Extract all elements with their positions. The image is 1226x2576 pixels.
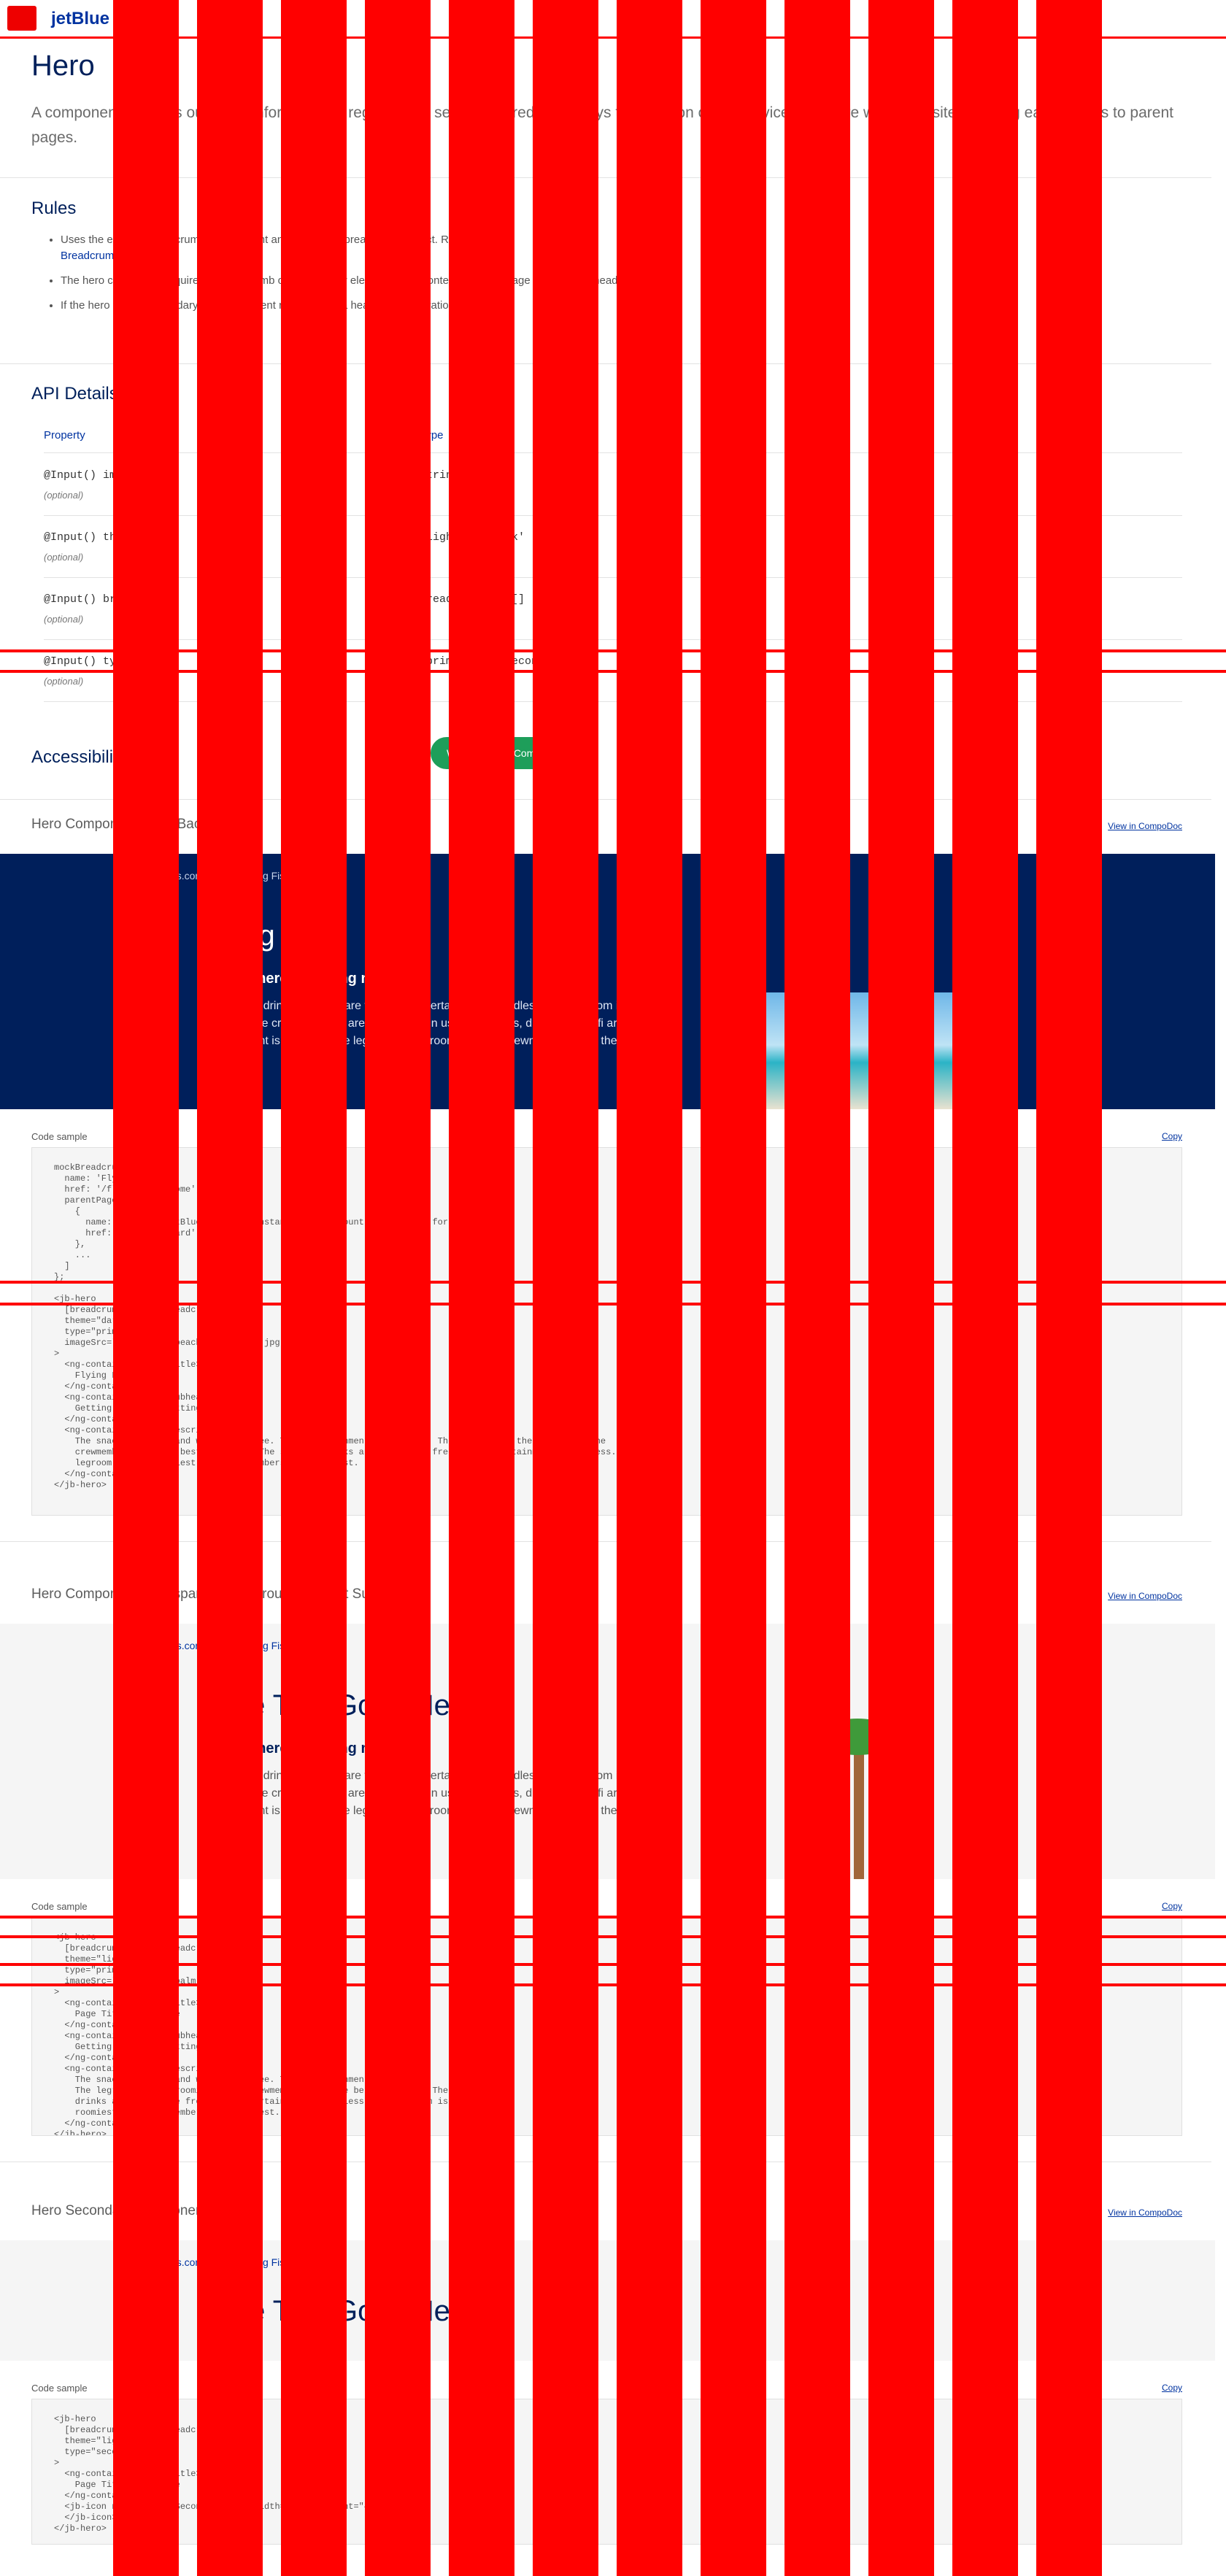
logo[interactable]: jetBlue (51, 9, 110, 28)
hero-body: The snacks, drinks and wi-fi are free. T… (197, 1770, 674, 1835)
accessibility-heading: Accessibility (31, 747, 127, 767)
page-description: A component that lays out basic informat… (31, 104, 1173, 146)
rules-heading: Rules (31, 198, 77, 218)
rule: Uses the existing breadcrumbs component … (61, 234, 480, 246)
optional: (optional) (44, 490, 84, 501)
divider (0, 1541, 1211, 1542)
column-header: Property (44, 429, 85, 441)
hero-title: Page Title Goes Here (197, 1689, 477, 1721)
palm-leaves (817, 1719, 898, 1755)
code-label: Code sample (31, 1131, 88, 1142)
badge: WCAG 2.1 AA Compliant (431, 737, 576, 769)
hero-subheader: Getting there is getting more fun. (197, 1740, 428, 1756)
hero-panel: Home / Hotels.com Deals / Flying Fish Pag… (0, 1624, 1215, 1879)
hero-body: The snacks, drinks and wi-fi are free. T… (197, 1000, 674, 1065)
glitch-bar (0, 1916, 1226, 1918)
default: 'primary' (788, 655, 848, 668)
section-title: Hero Secondary Component (31, 2203, 207, 2218)
api-heading: API Details (31, 384, 118, 404)
code-label: Code sample (31, 2383, 88, 2394)
compodoc-link[interactable]: View in CompoDoc (1108, 1591, 1182, 1601)
table-row: @Input() theme 'light' | 'dark' 'light' (op… (44, 515, 1182, 578)
code-text: <jb-hero [breadcrumbs]="mockBreadcrumbs"… (54, 2414, 396, 2534)
rules-list: Uses the existing breadcrumbs component … (31, 232, 1155, 314)
copy-link[interactable]: Copy (1161, 1131, 1182, 1141)
default: 'light' (788, 531, 835, 544)
breadcrumb[interactable]: Home / Hotels.com Deals / Flying Fish (117, 2256, 291, 2268)
property: @Input() breadcrumbs (44, 593, 176, 606)
rule-link[interactable]: Breadcrumbs (61, 250, 126, 262)
property: @Input() type (44, 655, 130, 668)
hero-title: Flying Fish (197, 919, 339, 952)
type: BreadcrumbItem[] (420, 593, 525, 606)
page-title: Hero (31, 50, 95, 82)
property: @Input() imageSrc (44, 469, 156, 482)
breadcrumb[interactable]: Home / Hotels.com Deals / Flying Fish (117, 1640, 291, 1651)
hero-image (701, 992, 978, 1109)
rule: The hero component requires a breadcrumb… (61, 273, 1155, 289)
code-text: mockBreadcrumbs = { name: 'Flying Fish',… (54, 1162, 638, 1490)
copy-link[interactable]: Copy (1161, 1901, 1182, 1911)
optional: (optional) (44, 552, 84, 563)
rule: If the hero type is secondary, the compo… (61, 298, 1155, 314)
type: 'light' | 'dark' (420, 531, 525, 544)
glitch-bar (0, 1983, 1226, 1986)
glitch-bar (0, 1963, 1226, 1966)
default: '' (788, 469, 802, 482)
optional: (optional) (44, 614, 84, 625)
type: string (420, 469, 460, 482)
copy-link[interactable]: Copy (1161, 2383, 1182, 2393)
divider (0, 363, 1211, 364)
compodoc-link[interactable]: View in CompoDoc (1108, 2207, 1182, 2218)
menu-button[interactable] (7, 6, 36, 31)
glitch-bar (0, 1303, 1226, 1306)
default: [] (788, 593, 802, 606)
compodoc-link[interactable]: View in CompoDoc (1108, 821, 1182, 831)
hero-panel: Home / Hotels.com Deals / Flying Fish Pag… (0, 2240, 1215, 2361)
glitch-bar (0, 670, 1226, 673)
column-header: Type (420, 429, 444, 441)
section-title: Hero Component (Transparent Background W… (31, 1586, 425, 1602)
glitch-bar (0, 1935, 1226, 1938)
code-block: <jb-hero [breadcrumbs]="mockBreadcrumbs"… (31, 1917, 1182, 2136)
palm-trunk (854, 1733, 864, 1879)
table-row: @Input() imageSrc string '' (optional) (44, 453, 1182, 516)
type: 'primary' | 'secondary' (420, 655, 571, 668)
code-block: mockBreadcrumbs = { name: 'Flying Fish',… (31, 1147, 1182, 1516)
hero-subheader: Getting there is getting more fun. (197, 971, 428, 987)
top-bar: jetBlue (0, 0, 1226, 39)
section-title: Hero Component (Blue Background) (31, 817, 256, 832)
table-row: @Input() breadcrumbs BreadcrumbItem[] [] (o… (44, 577, 1182, 640)
column-header: Default (788, 429, 823, 441)
code-block: <jb-hero [breadcrumbs]="mockBreadcrumbs"… (31, 2399, 1182, 2545)
property: @Input() theme (44, 531, 136, 544)
table-header: Property Type Default (44, 429, 1182, 453)
hero-panel: Home / Hotels.com Deals / Flying Fish Fly… (0, 854, 1215, 1109)
breadcrumb[interactable]: Home / Hotels.com Deals / Flying Fish (117, 870, 291, 882)
glitch-bar (0, 1281, 1226, 1284)
hero-title: Page Title Goes Here (197, 2295, 477, 2327)
glitch-bar (0, 649, 1226, 652)
code-label: Code sample (31, 1901, 88, 1912)
divider (0, 799, 1211, 800)
divider (0, 177, 1211, 178)
optional: (optional) (44, 676, 84, 687)
